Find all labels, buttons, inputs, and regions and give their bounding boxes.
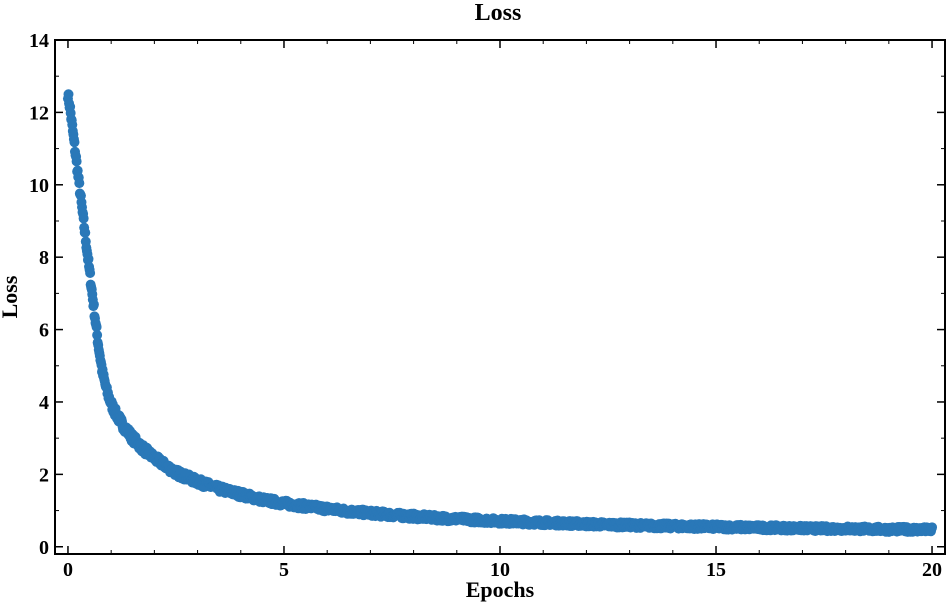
x-tick-label: 15 [706, 559, 726, 581]
axis-ticks: 0 5 10 15 20 0 2 4 6 8 10 12 14 [29, 30, 945, 581]
scatter-point [74, 178, 85, 189]
y-tick-label: 10 [29, 175, 49, 197]
y-tick-label: 6 [39, 320, 49, 342]
scatter-point [63, 89, 74, 100]
scatter-point [80, 227, 91, 238]
scatter-point [88, 299, 99, 310]
scatter-point [69, 137, 80, 148]
x-tick-label: 10 [490, 559, 510, 581]
chart-title: Loss [475, 0, 522, 26]
y-tick-label: 4 [39, 392, 49, 414]
scatter-point [71, 156, 82, 167]
y-tick-label: 14 [29, 30, 49, 52]
scatter-point [78, 213, 89, 224]
y-axis-label: Loss [0, 275, 22, 318]
x-tick-label: 5 [279, 559, 289, 581]
y-tick-label: 12 [29, 102, 49, 124]
scatter-point [91, 321, 102, 332]
scatter-point [85, 268, 96, 279]
scatter-point [92, 330, 103, 341]
plot-frame [54, 39, 946, 555]
data-points [62, 89, 938, 537]
x-tick-label: 20 [922, 559, 942, 581]
y-tick-label: 8 [39, 247, 49, 269]
scatter-point [927, 522, 938, 533]
scatter-point [83, 253, 94, 264]
x-axis-label: Epochs [466, 577, 535, 602]
x-tick-label: 0 [63, 559, 73, 581]
y-tick-label: 0 [39, 537, 49, 559]
y-tick-label: 2 [39, 464, 49, 486]
